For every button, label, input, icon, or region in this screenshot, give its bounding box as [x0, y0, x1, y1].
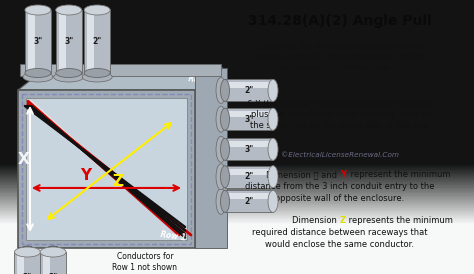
Text: 3": 3"	[245, 115, 254, 124]
Ellipse shape	[220, 166, 229, 188]
Text: Y: Y	[80, 169, 91, 184]
Text: X: X	[18, 152, 30, 167]
Text: represents the minimum: represents the minimum	[346, 216, 453, 225]
Text: 6 X the largest trade size conduit in the row
plus the sum of the other raceway : 6 X the largest trade size conduit in th…	[247, 100, 433, 130]
Ellipse shape	[54, 72, 84, 82]
Ellipse shape	[40, 247, 66, 257]
Polygon shape	[225, 138, 273, 160]
Polygon shape	[225, 166, 273, 188]
Polygon shape	[43, 255, 50, 274]
Polygon shape	[18, 68, 223, 90]
Ellipse shape	[23, 72, 53, 82]
Ellipse shape	[216, 136, 226, 162]
Ellipse shape	[220, 190, 229, 212]
Text: opposite wall of the enclosure.: opposite wall of the enclosure.	[275, 194, 405, 203]
Polygon shape	[228, 141, 270, 147]
Ellipse shape	[46, 246, 60, 254]
Polygon shape	[28, 13, 35, 70]
Text: ©ElectricalLicenseRenewal.Com: ©ElectricalLicenseRenewal.Com	[281, 152, 399, 158]
FancyBboxPatch shape	[20, 64, 221, 76]
Polygon shape	[59, 13, 66, 70]
Ellipse shape	[56, 5, 82, 15]
Text: 2": 2"	[245, 86, 254, 95]
Ellipse shape	[268, 138, 278, 160]
Ellipse shape	[216, 189, 226, 214]
Ellipse shape	[84, 68, 110, 78]
Polygon shape	[25, 10, 51, 73]
FancyBboxPatch shape	[195, 68, 227, 248]
Polygon shape	[18, 255, 25, 274]
Polygon shape	[87, 13, 94, 70]
Ellipse shape	[220, 138, 229, 160]
Ellipse shape	[220, 79, 229, 101]
Ellipse shape	[84, 5, 110, 15]
Text: Z: Z	[112, 173, 123, 189]
FancyBboxPatch shape	[26, 98, 187, 240]
Text: 3": 3"	[64, 37, 73, 46]
Polygon shape	[228, 82, 270, 89]
Ellipse shape	[15, 247, 40, 257]
Ellipse shape	[25, 5, 51, 15]
Text: 2": 2"	[92, 37, 102, 46]
Text: Z: Z	[340, 216, 346, 225]
Polygon shape	[228, 111, 270, 117]
Polygon shape	[195, 68, 223, 248]
Polygon shape	[40, 252, 66, 274]
Text: 2": 2"	[48, 273, 58, 274]
FancyBboxPatch shape	[18, 90, 195, 248]
Polygon shape	[225, 190, 273, 212]
Text: 314.28(A)(2) Angle Pull: 314.28(A)(2) Angle Pull	[248, 14, 432, 28]
Text: 2": 2"	[245, 197, 254, 206]
Text: required distance between raceways that: required distance between raceways that	[252, 228, 428, 237]
Ellipse shape	[216, 164, 226, 190]
Ellipse shape	[25, 68, 51, 78]
Ellipse shape	[268, 166, 278, 188]
Polygon shape	[56, 10, 82, 73]
Polygon shape	[225, 79, 273, 101]
Polygon shape	[84, 10, 110, 73]
Text: 2": 2"	[23, 273, 32, 274]
Text: 3": 3"	[33, 37, 43, 46]
Polygon shape	[225, 108, 273, 130]
Text: distance from the 3 inch conduit entry to the: distance from the 3 inch conduit entry t…	[245, 182, 435, 191]
Ellipse shape	[56, 68, 82, 78]
Ellipse shape	[216, 106, 226, 132]
Text: Conductors for
Row 1 not shown: Conductors for Row 1 not shown	[112, 252, 177, 272]
Text: Calculate the minimum distance from a
conduit entry to the opposite wall of the
: Calculate the minimum distance from a co…	[255, 42, 425, 72]
Text: represent the minimum: represent the minimum	[348, 170, 450, 179]
Ellipse shape	[220, 108, 229, 130]
Polygon shape	[228, 193, 270, 199]
Text: Dimension: Dimension	[292, 216, 340, 225]
Ellipse shape	[82, 72, 112, 82]
Ellipse shape	[216, 78, 226, 103]
Text: Row 2: Row 2	[188, 74, 214, 86]
Text: Row 1: Row 1	[160, 230, 186, 242]
Text: would enclose the same conductor.: would enclose the same conductor.	[265, 240, 414, 249]
Polygon shape	[228, 169, 270, 175]
Ellipse shape	[268, 108, 278, 130]
Ellipse shape	[268, 190, 278, 212]
Text: Y: Y	[340, 170, 346, 179]
Text: 2": 2"	[245, 172, 254, 181]
Polygon shape	[15, 252, 40, 274]
Ellipse shape	[20, 246, 35, 254]
Text: 3": 3"	[245, 145, 254, 154]
Ellipse shape	[268, 79, 278, 101]
Text: Dimension ⌸ and: Dimension ⌸ and	[266, 170, 340, 179]
